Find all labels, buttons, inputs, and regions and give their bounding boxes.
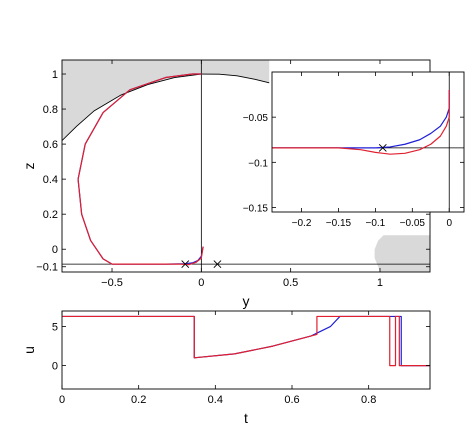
inset-xtick-label: −0.1: [366, 218, 386, 229]
bottom-plot-area: [62, 311, 430, 389]
top-boundary-curve-0: [62, 73, 202, 141]
top-series-red-line: [77, 73, 204, 266]
bottom-axes-frame: [61, 310, 431, 390]
top-boundary-curve-1: [201, 73, 270, 84]
bottom-xtick-label: 0.2: [131, 394, 146, 406]
inset-xtick-label: −0.05: [400, 218, 426, 229]
top-ytick-label: 0.2: [43, 209, 58, 221]
bottom-xtick-label: 0.4: [208, 394, 223, 406]
top-ylabel: z: [21, 163, 37, 170]
top-ytick-label: 0.4: [43, 174, 58, 186]
top-ytick-label: 0.6: [43, 139, 58, 151]
inset-xtick-label: −0.15: [326, 218, 352, 229]
bottom-xlabel: t: [244, 410, 248, 426]
top-xtick-label: −0.5: [101, 277, 123, 289]
top-ytick-label: 0: [52, 244, 58, 256]
bottom-xtick-label: 0.6: [284, 394, 299, 406]
inset-series-red-line: [272, 90, 450, 155]
top-xtick-label: 1: [377, 277, 383, 289]
bottom-series-red-line: [62, 315, 430, 367]
bottom-xtick-label: 0.8: [361, 394, 376, 406]
inset-plot: −0.2 −0.15 −0.1 −0.05 0 −0.15 −0.1 −0.05: [243, 71, 465, 229]
top-ytick-label: 0.8: [43, 104, 58, 116]
inset-axes-frame: [271, 71, 465, 213]
inset-ytick-label: −0.15: [243, 203, 269, 214]
top-xtick-label: 0.5: [283, 277, 298, 289]
bottom-ytick-label: 5: [52, 322, 58, 334]
inset-ytick-label: −0.1: [248, 158, 268, 169]
inset-series-blue-line: [272, 90, 450, 149]
top-xtick-label: 0: [198, 277, 204, 289]
inset-plot-area: [272, 72, 464, 212]
inset-xtick-label: 0: [446, 218, 452, 229]
top-shaded-region-2: [374, 235, 430, 272]
bottom-plot: 0 0.2 0.4 0.6 0.8 0 5 t u: [21, 310, 431, 426]
inset-x-marker-0: [378, 143, 387, 152]
top-xlabel: y: [243, 293, 250, 309]
bottom-ytick-label: 0: [52, 361, 58, 373]
bottom-xtick-label: 0: [59, 394, 65, 406]
inset-xtick-label: −0.2: [292, 218, 312, 229]
bottom-ylabel: u: [21, 346, 37, 354]
top-x-marker-1: [213, 260, 222, 269]
top-x-marker-0: [181, 260, 190, 269]
top-ytick-label: 1: [52, 69, 58, 81]
top-shaded-region-1: [201, 60, 270, 83]
top-shaded-region-0: [62, 60, 202, 141]
inset-ytick-label: −0.05: [243, 113, 269, 124]
top-ytick-label: −0.1: [36, 262, 58, 274]
